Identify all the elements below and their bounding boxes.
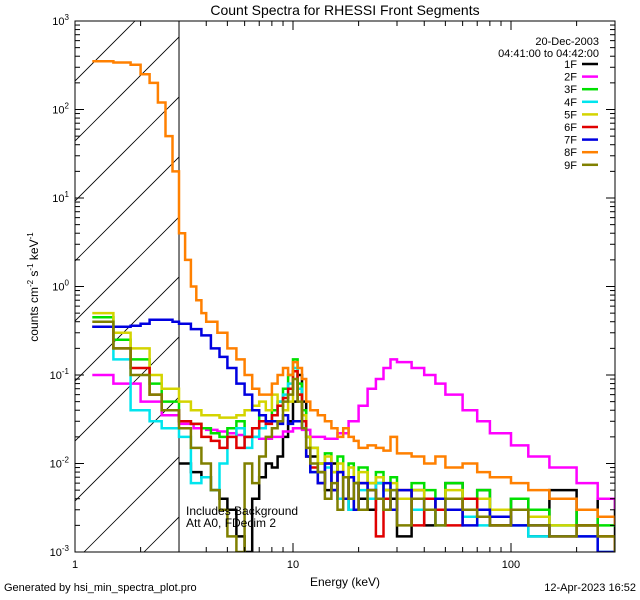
y-tick-label: 10-1 (50, 367, 70, 382)
hatch-line (75, 36, 180, 142)
legend-label-3F: 3F (564, 84, 577, 96)
legend-label-7F: 7F (564, 135, 577, 147)
series-9F (92, 320, 615, 552)
series-2F (92, 358, 615, 510)
series-group (92, 60, 615, 552)
annotation-background: Includes Background (186, 504, 298, 518)
footer-generated-by: Generated by hsi_min_spectra_plot.pro (4, 582, 197, 594)
x-axis-label: Energy (keV) (310, 575, 380, 589)
legend-label-5F: 5F (564, 109, 577, 121)
hatch-line (75, 276, 180, 382)
time-range-label: 04:41:00 to 04:42:00 (498, 48, 599, 60)
hatch-line (83, 456, 180, 552)
legend-label-8F: 8F (564, 147, 577, 159)
hatch-line (75, 216, 180, 322)
y-tick-label: 10-3 (50, 544, 70, 559)
chart-title: Count Spectra for RHESSI Front Segments (210, 2, 479, 18)
hatch-line (75, 396, 180, 502)
legend-label-9F: 9F (564, 160, 577, 172)
x-tick-label: 100 (502, 559, 520, 571)
x-tick-label: 1 (72, 559, 78, 571)
legend-label-4F: 4F (564, 97, 577, 109)
series-7F (92, 318, 615, 552)
y-tick-label: 103 (52, 13, 69, 28)
legend-label-2F: 2F (564, 72, 577, 84)
x-axis: 1 10 100 (72, 21, 616, 571)
series-5F (92, 311, 615, 552)
plot-frame (74, 20, 616, 553)
annotation-attenuator: Att A0, FDecim 2 (186, 516, 276, 530)
y-tick-label: 101 (52, 190, 69, 205)
hatch-line (75, 96, 180, 202)
legend-label-6F: 6F (564, 122, 577, 134)
y-tick-label: 100 (52, 279, 69, 294)
x-tick-label: 10 (287, 559, 299, 571)
footer-timestamp: 12-Apr-2023 16:52 (544, 582, 636, 594)
y-tick-label: 102 (52, 102, 69, 117)
legend-label-1F: 1F (564, 59, 577, 71)
y-tick-label: 10-2 (50, 456, 70, 471)
date-label: 20-Dec-2003 (535, 36, 599, 48)
y-axis-label: counts cm-2 s-1 keV-1 (26, 232, 41, 342)
y-axis: 10-3 10-2 10-1 100 101 102 103 (50, 13, 615, 559)
series-8F (92, 60, 615, 526)
hatch-line (75, 336, 180, 442)
